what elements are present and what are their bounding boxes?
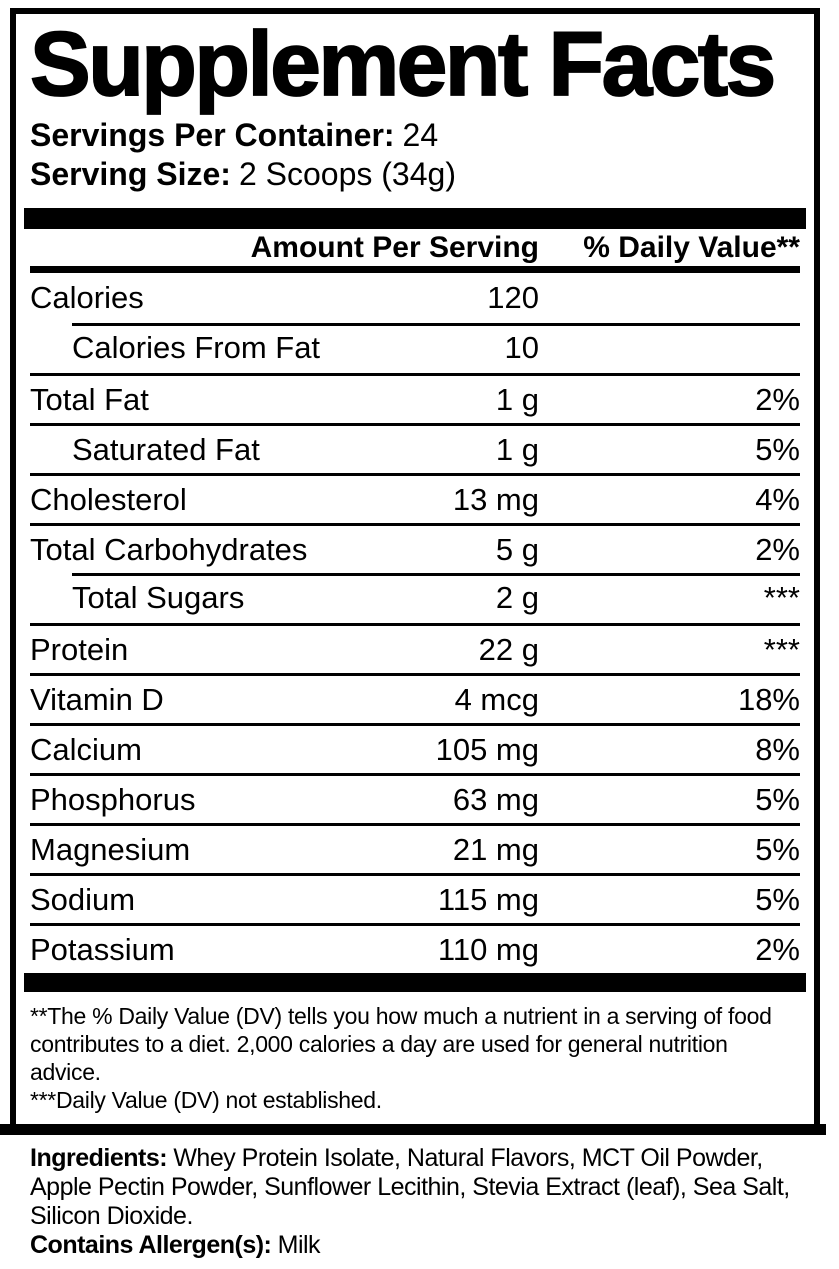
servings-per-container-row: Servings Per Container: 24 [30,116,800,155]
table-row: Protein 22 g *** [30,623,800,673]
nutrient-dv: 5% [755,781,800,817]
nutrient-name: Phosphorus [30,781,196,817]
servings-per-container-label: Servings Per Container: [30,117,395,154]
table-row: Total Fat 1 g 2% [30,373,800,423]
nutrient-amount: 2 g [495,580,539,616]
nutrient-dv: 5% [755,831,800,867]
nutrient-dv: 4% [755,481,800,517]
nutrient-amount: 63 mg [452,781,539,817]
serving-size-value: 2 Scoops (34g) [238,156,456,193]
nutrient-name: Calcium [30,731,142,767]
nutrient-amount: 5 g [495,531,539,567]
nutrient-amount: 10 [504,330,539,366]
allergen-value: Milk [277,1231,321,1259]
nutrient-name: Total Sugars [72,580,245,616]
nutrient-name: Calories [30,280,144,316]
nutrient-name: Sodium [30,881,136,917]
table-row: Magnesium 21 mg 5% [30,823,800,873]
ingredients-line: Ingredients: Whey Protein Isolate, Natura… [30,1144,816,1231]
nutrient-dv: 5% [755,431,800,467]
nutrient-dv: *** [763,580,800,616]
nutrient-name: Vitamin D [30,681,164,717]
footnotes: **The % Daily Value (DV) tells you how m… [30,1002,800,1114]
daily-value-header: % Daily Value** [583,230,800,264]
nutrient-amount: 105 mg [435,731,539,767]
nutrient-amount: 4 mcg [454,681,539,717]
table-header-row: Amount Per Serving % Daily Value** [30,229,800,274]
supplement-facts-label: Supplement Facts Servings Per Container:… [10,8,820,1124]
footnote-not-established: ***Daily Value (DV) not established. [30,1087,382,1114]
table-row: Phosphorus 63 mg 5% [30,773,800,823]
divider-bar-top [24,208,806,230]
nutrient-name: Cholesterol [30,481,187,517]
nutrient-name: Saturated Fat [72,431,260,467]
nutrient-dv: *** [763,631,800,667]
nutrient-name: Magnesium [30,831,191,867]
nutrient-amount: 22 g [478,631,539,667]
serving-size-row: Serving Size: 2 Scoops (34g) [30,155,800,194]
table-row: Total Sugars 2 g *** [30,573,800,623]
ingredients-label: Ingredients: [30,1144,168,1172]
nutrient-name: Protein [30,631,129,667]
nutrition-table-body: Calories 120 Calories From Fat 10 Total … [30,273,800,973]
nutrient-amount: 1 g [495,431,539,467]
nutrient-name: Calories From Fat [72,330,321,366]
table-row: Saturated Fat 1 g 5% [30,423,800,473]
nutrient-amount: 1 g [495,381,539,417]
nutrient-amount: 13 mg [452,481,539,517]
nutrient-amount: 21 mg [452,831,539,867]
nutrient-amount: 115 mg [437,881,539,917]
nutrient-amount: 120 [487,280,539,316]
table-row: Sodium 115 mg 5% [30,873,800,923]
table-row: Cholesterol 13 mg 4% [30,473,800,523]
nutrient-dv: 2% [755,931,800,967]
table-row: Potassium 110 mg 2% [30,923,800,973]
table-row: Vitamin D 4 mcg 18% [30,673,800,723]
nutrient-amount: 110 mg [437,931,539,967]
table-row: Calcium 105 mg 8% [30,723,800,773]
table-row: Total Carbohydrates 5 g 2% [30,523,800,573]
nutrient-dv: 18% [737,681,800,717]
amount-per-serving-header: Amount Per Serving [250,230,539,264]
page-title: Supplement Facts [29,14,777,115]
nutrient-name: Total Carbohydrates [30,531,308,567]
nutrient-name: Potassium [30,931,175,967]
allergen-label: Contains Allergen(s): [30,1231,272,1259]
table-row: Calories 120 [30,273,800,323]
nutrient-dv: 5% [755,881,800,917]
ingredients-list: Whey Protein Isolate, Natural Flavors, M… [30,1144,790,1230]
nutrient-dv: 8% [755,731,800,767]
footnote-daily-value: **The % Daily Value (DV) tells you how m… [30,1003,772,1086]
servings-per-container-value: 24 [402,117,439,154]
allergen-line: Contains Allergen(s): Milk [30,1231,816,1260]
table-row: Calories From Fat 10 [30,323,800,373]
label-bottom-border [0,1124,826,1135]
ingredients-section: Ingredients: Whey Protein Isolate, Natura… [30,1144,816,1260]
serving-size-label: Serving Size: [30,156,231,193]
nutrient-dv: 2% [755,531,800,567]
nutrient-name: Total Fat [30,381,149,417]
divider-bar-bottom [24,973,806,993]
nutrient-dv: 2% [755,381,800,417]
